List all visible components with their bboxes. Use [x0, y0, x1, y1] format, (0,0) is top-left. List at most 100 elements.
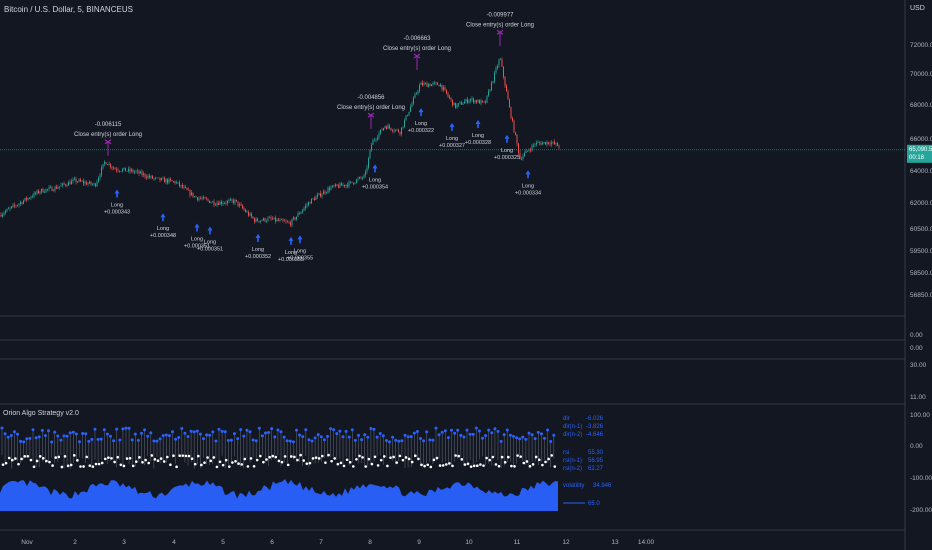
- oscillator-dot-blue: [388, 440, 391, 444]
- oscillator-dot-blue: [81, 431, 85, 435]
- candle-body: [363, 174, 365, 178]
- candle-body: [483, 101, 485, 102]
- oscillator-dot-white: [550, 454, 553, 457]
- oscillator-dot-blue: [270, 427, 274, 431]
- candle-body: [53, 190, 54, 192]
- close-signal-value: -0.009977: [486, 12, 514, 18]
- candle-body: [218, 203, 219, 205]
- candle-body: [266, 220, 267, 222]
- candle-body: [534, 144, 536, 146]
- candle-body: [20, 202, 21, 204]
- candle-body: [303, 207, 305, 211]
- oscillator-dot-white: [128, 456, 132, 460]
- long-arrow-icon: [194, 223, 200, 232]
- oscillator-dot-white: [485, 456, 488, 460]
- oscillator-dot-blue: [34, 436, 38, 440]
- candle-body: [32, 196, 33, 198]
- long-signal-label: Long: [157, 226, 169, 232]
- candle-body: [57, 187, 59, 189]
- candle-body: [437, 82, 438, 85]
- candle-body: [357, 178, 359, 180]
- oscillator-dot-blue: [189, 429, 193, 433]
- candle-body: [431, 84, 432, 87]
- symbol-title[interactable]: Bitcoin / U.S. Dollar, 5, BINANCEUS: [4, 5, 133, 14]
- oscillator-dot-white: [522, 461, 526, 465]
- candle-body: [459, 102, 461, 104]
- oscillator-dot-white: [466, 462, 470, 466]
- oscillator-dot-blue: [347, 435, 351, 439]
- candle-body: [261, 220, 263, 221]
- oscillator-dot-white: [398, 454, 402, 458]
- oscillator-dot-blue: [505, 428, 509, 432]
- currency-label[interactable]: USD: [910, 5, 925, 12]
- oscillator-dot-blue: [443, 429, 447, 433]
- candle-body: [410, 106, 411, 112]
- candle-body: [48, 187, 50, 190]
- candle-body: [518, 143, 519, 153]
- candle-body: [399, 132, 401, 135]
- candle-body: [147, 175, 149, 178]
- oscillator-dot-blue: [446, 436, 450, 440]
- oscillator-dot-white: [404, 456, 408, 459]
- indicator-title[interactable]: Orion Algo Strategy v2.0: [3, 410, 79, 417]
- oscillator-dot-white: [327, 453, 330, 457]
- candle-body: [195, 196, 197, 198]
- stats-row-rsi1: rsi(n-1) 56.95: [563, 458, 603, 464]
- oscillator-dot-white: [104, 457, 107, 461]
- candle-body: [513, 120, 515, 133]
- time-tick-label: 13: [611, 539, 619, 546]
- candle-body: [164, 178, 165, 183]
- candle-body: [353, 182, 354, 184]
- candle-body: [471, 98, 473, 100]
- oscillator-dot-blue: [50, 440, 54, 444]
- oscillator-dot-white: [60, 465, 64, 469]
- oscillator-dot-blue: [434, 426, 438, 430]
- oscillator-dot-white: [249, 457, 253, 460]
- candle-body: [393, 130, 395, 132]
- oscillator-dot-white: [88, 464, 92, 467]
- candle-body: [6, 208, 8, 212]
- long-signal-value: +0.000343: [104, 210, 130, 216]
- candle-body: [126, 170, 128, 172]
- oscillator-dot-white: [79, 465, 82, 468]
- candle-body: [9, 207, 11, 209]
- candle-body: [114, 168, 116, 170]
- oscillator-dot-white: [82, 465, 85, 468]
- oscillator-dot-blue: [468, 432, 472, 436]
- oscillator-dot-blue: [220, 429, 224, 433]
- oscillator-dot-white: [392, 455, 395, 459]
- candle-body: [383, 128, 384, 131]
- oscillator-dot-white: [389, 456, 392, 460]
- candle-body: [83, 181, 84, 184]
- oscillator-dot-white: [159, 457, 163, 460]
- oscillator-dot-white: [259, 454, 262, 458]
- oscillator-dot-white: [45, 459, 48, 463]
- candle-body: [455, 102, 456, 108]
- oscillator-dot-white: [119, 463, 123, 467]
- oscillator-dot-blue: [90, 437, 94, 441]
- oscillator-dot-white: [203, 461, 206, 464]
- oscillator-dot-white: [116, 455, 119, 459]
- oscillator-dot-blue: [6, 435, 10, 439]
- candle-body: [416, 93, 417, 95]
- oscillator-tick-label: 0.00: [910, 443, 923, 450]
- long-signal-label: Long: [369, 177, 381, 183]
- oscillator-tick-label: 100.00: [910, 412, 930, 419]
- candle-body: [120, 171, 122, 172]
- long-signal-label: Long: [415, 121, 427, 127]
- oscillator-dot-blue: [496, 429, 500, 433]
- candle-body: [153, 178, 155, 179]
- candle-body: [8, 208, 9, 210]
- oscillator-dot-blue: [31, 428, 35, 432]
- candle-body: [489, 90, 491, 92]
- oscillator-dot-blue: [508, 433, 512, 437]
- candle-body: [371, 144, 372, 150]
- candle-body: [263, 218, 264, 221]
- oscillator-dot-white: [200, 463, 203, 467]
- long-arrow-icon: [372, 164, 378, 173]
- candle-body: [228, 200, 230, 202]
- oscillator-dot-blue: [298, 433, 302, 437]
- oscillator-dot-blue: [400, 439, 404, 443]
- candle-body: [443, 87, 444, 90]
